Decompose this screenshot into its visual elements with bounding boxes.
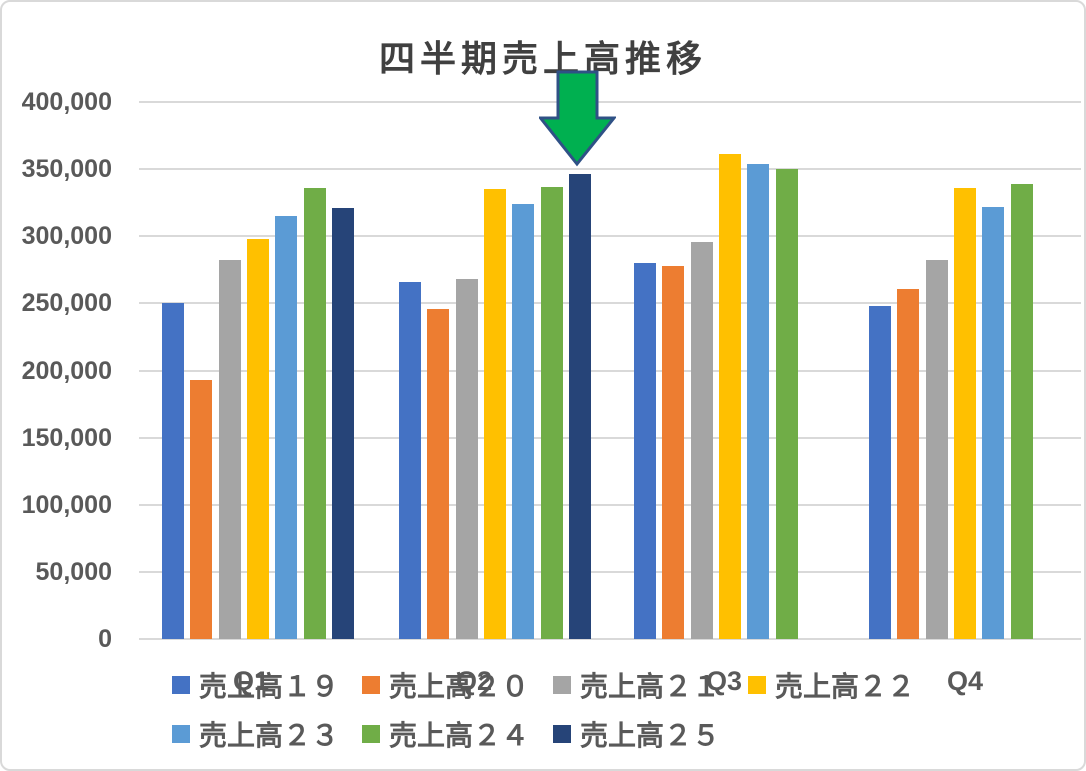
ytick-label-300000: 300,000 <box>21 222 112 251</box>
bar-q1-series6[interactable] <box>303 187 326 639</box>
legend-label: 売上高２１ <box>580 671 721 702</box>
ytick-label-50000: 50,000 <box>35 557 112 586</box>
xtick-label-q1: Q1 <box>232 666 270 696</box>
legend-swatch-icon <box>362 676 380 694</box>
bar-q3-series4[interactable] <box>718 154 741 639</box>
legend-item-series1[interactable]: 売上高１９ <box>172 668 339 702</box>
bar-q4-series2[interactable] <box>897 288 920 639</box>
bar-q4-series3[interactable] <box>925 260 948 639</box>
down-arrow[interactable] <box>539 70 616 167</box>
bar-q3-series3[interactable] <box>690 241 713 639</box>
legend-label: 売上高２０ <box>389 671 530 702</box>
ytick-label-200000: 200,000 <box>21 356 112 385</box>
bar-q2-series1[interactable] <box>399 281 421 639</box>
legend-label: 売上高１９ <box>199 671 340 702</box>
bar-q2-series4[interactable] <box>483 189 506 639</box>
bar-q3-series6[interactable] <box>775 169 798 639</box>
legend-swatch-icon <box>748 676 766 694</box>
bar-q1-series2[interactable] <box>190 379 213 639</box>
legend-item-series5[interactable]: 売上高２３ <box>172 717 339 751</box>
bar-q3-series5[interactable] <box>747 163 770 639</box>
gridline-250000 <box>139 302 1081 305</box>
ytick-label-150000: 150,000 <box>21 423 112 452</box>
legend-item-series3[interactable]: 売上高２１ <box>553 668 720 702</box>
xtick-label-q2: Q2 <box>455 666 493 696</box>
legend-swatch-icon <box>553 676 571 694</box>
bar-q1-series3[interactable] <box>218 260 241 639</box>
legend-swatch-icon <box>172 676 190 694</box>
legend-swatch-icon <box>362 725 380 743</box>
legend-swatch-icon <box>172 725 190 743</box>
xtick-label-q4: Q4 <box>946 666 984 696</box>
gridline-200000 <box>139 369 1081 372</box>
bar-q2-series2[interactable] <box>427 308 450 639</box>
bar-q2-series3[interactable] <box>455 279 478 639</box>
gridline-400000 <box>139 101 1081 103</box>
legend-item-series4[interactable]: 売上高２２ <box>748 668 915 702</box>
gridline-50000 <box>139 570 1081 573</box>
ytick-label-100000: 100,000 <box>21 490 112 519</box>
bar-q4-series1[interactable] <box>869 306 891 639</box>
legend-item-series2[interactable]: 売上高２０ <box>362 668 529 702</box>
legend-label: 売上高２２ <box>775 671 916 702</box>
legend-item-series7[interactable]: 売上高２５ <box>553 717 720 751</box>
gridline-100000 <box>139 503 1081 506</box>
legend-label: 売上高２５ <box>580 720 721 751</box>
gridline-0 <box>139 638 1081 640</box>
bar-q4-series6[interactable] <box>1010 183 1033 639</box>
bar-q1-series5[interactable] <box>275 216 298 639</box>
bar-q2-series5[interactable] <box>512 204 535 639</box>
bar-q1-series1[interactable] <box>162 303 184 639</box>
legend-label: 売上高２４ <box>389 720 530 751</box>
bar-q3-series2[interactable] <box>662 265 685 639</box>
bar-q2-series7[interactable] <box>568 174 591 639</box>
legend-item-series6[interactable]: 売上高２４ <box>362 717 529 751</box>
bar-q1-series4[interactable] <box>246 238 269 639</box>
ytick-label-400000: 400,000 <box>21 88 112 116</box>
bar-q1-series7[interactable] <box>331 208 354 639</box>
ytick-label-350000: 350,000 <box>21 155 112 184</box>
chart-title[interactable]: 四半期売上高推移 <box>378 38 707 79</box>
bar-q4-series5[interactable] <box>982 206 1005 639</box>
bar-q4-series4[interactable] <box>953 187 976 639</box>
gridline-150000 <box>139 436 1081 439</box>
ytick-label-250000: 250,000 <box>21 289 112 318</box>
ytick-label-0: 0 <box>98 625 112 653</box>
bar-q3-series1[interactable] <box>634 263 656 639</box>
bar-q2-series6[interactable] <box>540 186 563 639</box>
gridline-350000 <box>139 168 1081 171</box>
gridline-300000 <box>139 235 1081 238</box>
legend-swatch-icon <box>553 725 571 743</box>
xtick-label-q3: Q3 <box>705 666 743 696</box>
down-arrow-shape <box>539 70 616 167</box>
legend-label: 売上高２３ <box>199 720 340 751</box>
